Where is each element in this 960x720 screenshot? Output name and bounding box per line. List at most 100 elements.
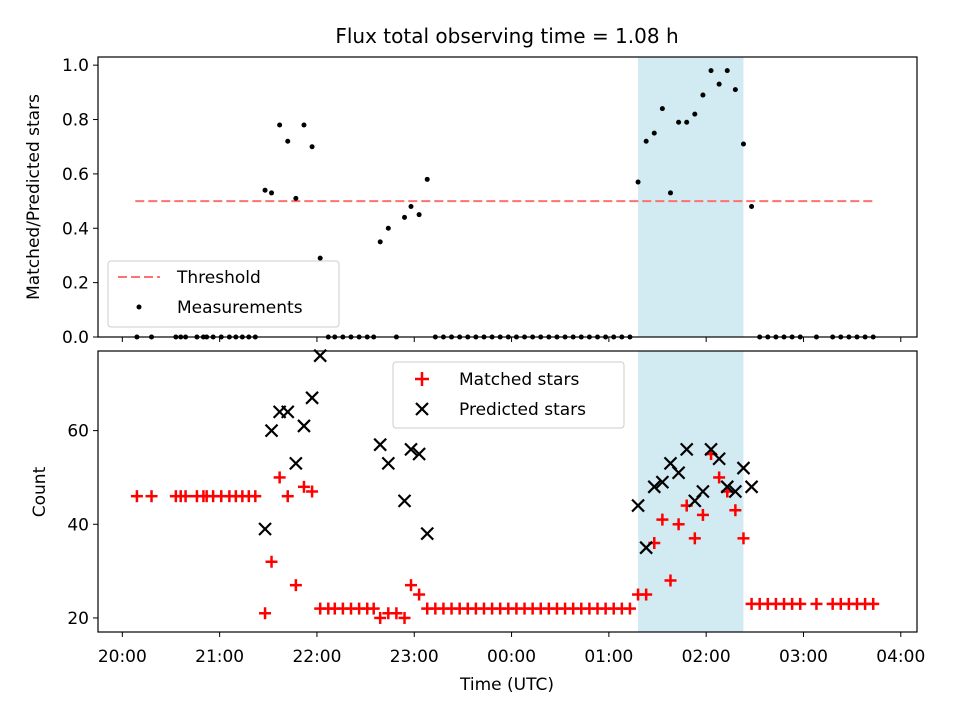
top-plot-frame [97,56,918,338]
x-tick-label: 00:00 [487,647,536,667]
x-stroke-b [381,456,396,471]
matched-star-point [145,490,158,503]
x-stroke-b [631,498,645,513]
predicted-star-point [297,419,311,433]
measurement-point [262,187,268,193]
matched-star-point [265,555,278,568]
predicted-star-point [289,456,303,471]
measurement-point [692,111,698,117]
x-stroke-b [397,494,412,508]
x-stroke-b [313,348,327,363]
bottom-plot-frame [97,350,918,633]
x-stroke-b [744,480,759,494]
bottom-y-ticks: 20 40 60 [67,422,98,629]
matched-star-point [297,480,310,493]
predicted-star-point [258,522,272,536]
top-legend-box [107,260,340,328]
measurement-point [424,176,430,182]
x-stroke-b [258,522,272,536]
x-stroke-b [704,442,718,457]
matched-star-point [130,490,143,503]
matched-star-point [413,588,426,601]
top-highlight-band [638,57,744,337]
matched-star-point [867,597,880,610]
x-tick-label: 20:00 [98,647,147,667]
matched-star-point [273,471,286,484]
x-stroke-b [305,391,319,405]
x-stroke-b [712,451,726,466]
x-stroke-b [373,437,387,452]
matched-star-point [688,532,701,545]
bottom-legend-box [392,361,625,429]
matched-star-point [289,579,302,592]
matched-star-point [623,602,636,615]
measurement-point [635,179,641,185]
measurement-point [408,204,414,210]
measurement-point [684,119,690,125]
matched-star-point [664,574,677,587]
matched-star-point [640,588,653,601]
measurement-point [676,119,682,125]
measurement-point [293,195,299,201]
measurement-point [377,239,383,245]
x-stroke-b [404,442,418,457]
x-tick-label: 03:00 [779,647,828,667]
measurement-point [277,122,283,128]
predicted-star-point [397,494,412,508]
predicted-star-point [404,442,418,457]
matched-star-point [398,611,411,624]
x-tick-label: 04:00 [876,647,925,667]
predicted-star-point [280,405,295,419]
x-tick-label: 23:00 [390,647,439,667]
top-y-ticks: 0.0 0.2 0.4 0.6 0.8 1.0 [62,56,98,348]
chart-title: Flux total observing time = 1.08 h [335,24,678,48]
matched-star-point [249,490,262,503]
predicted-star-point [655,475,670,489]
y-tick-label: 20 [67,609,89,629]
x-tick-label: 22:00 [292,647,341,667]
x-stroke-b [736,461,751,475]
predicted-star-point [744,480,759,494]
measurement-point [667,190,673,196]
x-stroke-b [728,484,743,499]
predicted-star-point [736,461,751,475]
legend-measurements-swatch [136,304,142,310]
measurement-point [416,212,422,218]
measurement-point [700,92,706,98]
x-tick-label: 21:00 [195,647,244,667]
measurement-point [317,255,323,261]
y-tick-label: 60 [67,422,89,442]
x-stroke-b [720,480,735,494]
measurement-point [309,144,315,150]
x-stroke-b [671,465,686,480]
predicted-star-point [639,540,653,555]
y-tick-label: 0.0 [62,328,89,348]
x-stroke-b [289,456,303,471]
measurement-point [643,138,649,144]
legend-matched-swatch [415,372,429,386]
x-stroke-b [639,540,653,555]
predicted-star-point [412,447,426,461]
legend-matched-label: Matched stars [459,370,579,390]
top-x-ticks [121,337,902,342]
matched-star-point [729,504,742,517]
x-stroke-b [679,442,694,457]
predicted-star-point [373,437,387,452]
legend-predicted-swatch [415,402,429,416]
x-stroke-b [663,456,678,471]
measurement-point [740,141,746,147]
measurement-point [269,190,275,196]
y-tick-label: 0.6 [62,165,89,185]
x-stroke-b [647,480,662,494]
top-ylabel: Matched/Predicted stars [24,94,44,300]
predicted-star-point [381,456,396,471]
matched-star-point [696,508,709,521]
y-tick-label: 0.4 [62,219,89,239]
predicted-star-point [679,442,694,457]
matched-star-point [374,611,387,624]
x-stroke-b [696,484,710,499]
bottom-x-ticks: 20:00 21:00 22:00 23:00 00:00 01:00 02:00 03:00… [98,632,925,667]
x-stroke-b [412,447,426,461]
matched-stars-points [130,448,880,624]
